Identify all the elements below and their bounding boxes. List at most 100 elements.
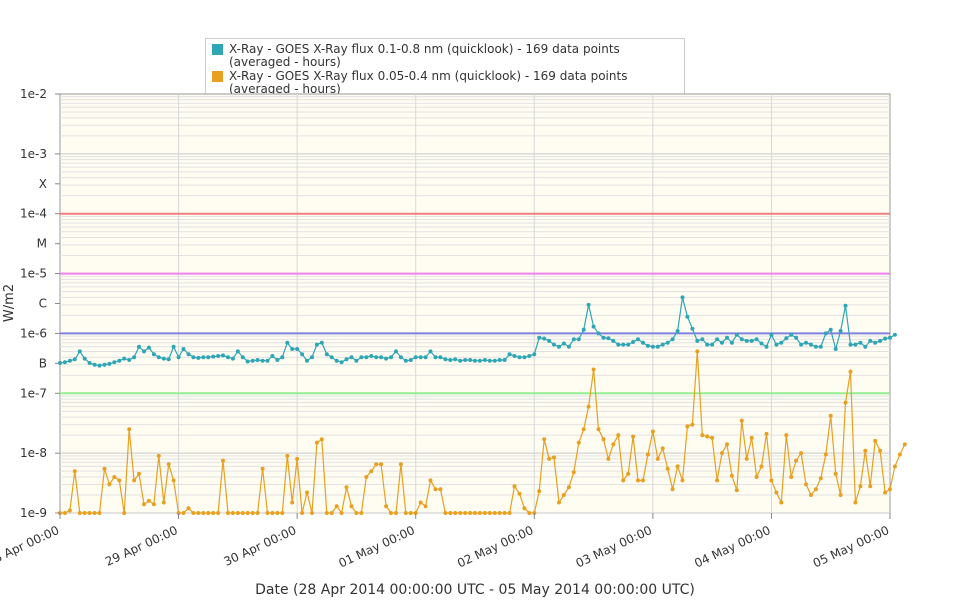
data-point[interactable] xyxy=(754,475,759,479)
data-point[interactable] xyxy=(211,354,216,359)
data-point[interactable] xyxy=(779,500,784,505)
data-point[interactable] xyxy=(853,342,858,347)
data-point[interactable] xyxy=(186,352,191,357)
data-point[interactable] xyxy=(359,355,364,360)
data-point[interactable] xyxy=(823,452,828,457)
data-point[interactable] xyxy=(809,342,813,347)
data-point[interactable] xyxy=(364,355,369,360)
data-point[interactable] xyxy=(705,342,710,347)
data-point[interactable] xyxy=(616,433,621,438)
data-point[interactable] xyxy=(804,482,808,487)
data-point[interactable] xyxy=(107,482,112,487)
data-point[interactable] xyxy=(828,327,833,332)
data-point[interactable] xyxy=(665,466,670,471)
data-point[interactable] xyxy=(305,358,309,363)
data-point[interactable] xyxy=(285,453,290,458)
data-point[interactable] xyxy=(127,427,132,432)
data-point[interactable] xyxy=(586,404,591,409)
data-point[interactable] xyxy=(62,511,67,515)
data-point[interactable] xyxy=(305,490,309,495)
data-point[interactable] xyxy=(151,352,156,357)
data-point[interactable] xyxy=(873,438,878,443)
data-point[interactable] xyxy=(863,448,868,453)
data-point[interactable] xyxy=(137,344,141,349)
data-point[interactable] xyxy=(680,295,685,300)
data-point[interactable] xyxy=(522,506,527,511)
data-point[interactable] xyxy=(744,456,749,461)
data-point[interactable] xyxy=(334,504,339,509)
data-point[interactable] xyxy=(487,358,492,363)
data-point[interactable] xyxy=(413,355,418,360)
data-point[interactable] xyxy=(453,357,458,362)
data-point[interactable] xyxy=(695,349,700,354)
data-point[interactable] xyxy=(468,358,473,362)
data-point[interactable] xyxy=(492,511,497,515)
data-point[interactable] xyxy=(67,358,72,363)
data-point[interactable] xyxy=(384,356,389,361)
data-point[interactable] xyxy=(552,455,556,460)
data-point[interactable] xyxy=(77,349,82,354)
data-point[interactable] xyxy=(892,332,897,337)
data-point[interactable] xyxy=(734,332,739,337)
data-point[interactable] xyxy=(892,464,897,469)
data-point[interactable] xyxy=(799,451,804,456)
data-point[interactable] xyxy=(858,484,863,489)
data-point[interactable] xyxy=(92,511,97,515)
data-point[interactable] xyxy=(838,493,843,497)
data-point[interactable] xyxy=(374,355,379,360)
data-point[interactable] xyxy=(729,473,734,478)
data-point[interactable] xyxy=(542,437,547,442)
data-point[interactable] xyxy=(132,355,137,360)
data-point[interactable] xyxy=(631,340,636,344)
data-point[interactable] xyxy=(789,475,794,479)
data-point[interactable] xyxy=(645,452,650,457)
data-point[interactable] xyxy=(715,337,720,342)
data-point[interactable] xyxy=(685,314,690,319)
data-point[interactable] xyxy=(581,427,586,432)
data-point[interactable] xyxy=(660,446,665,451)
data-point[interactable] xyxy=(230,511,235,515)
data-point[interactable] xyxy=(290,347,295,351)
data-point[interactable] xyxy=(477,358,482,363)
data-point[interactable] xyxy=(621,478,626,483)
data-point[interactable] xyxy=(146,498,151,503)
data-point[interactable] xyxy=(389,511,393,515)
data-point[interactable] xyxy=(547,338,552,343)
data-point[interactable] xyxy=(151,502,156,507)
data-point[interactable] xyxy=(883,336,888,341)
data-point[interactable] xyxy=(443,357,448,362)
data-point[interactable] xyxy=(319,340,324,345)
data-point[interactable] xyxy=(468,511,473,515)
data-point[interactable] xyxy=(463,511,468,515)
data-point[interactable] xyxy=(631,434,636,439)
data-point[interactable] xyxy=(779,340,784,345)
data-point[interactable] xyxy=(349,504,354,509)
data-point[interactable] xyxy=(566,344,571,349)
data-point[interactable] xyxy=(428,478,433,483)
data-point[interactable] xyxy=(384,504,389,509)
data-point[interactable] xyxy=(482,511,487,515)
data-point[interactable] xyxy=(403,358,408,363)
data-point[interactable] xyxy=(423,504,428,509)
data-point[interactable] xyxy=(117,358,122,363)
data-point[interactable] xyxy=(122,511,127,515)
data-point[interactable] xyxy=(72,357,77,362)
data-point[interactable] xyxy=(685,424,690,429)
data-point[interactable] xyxy=(191,511,196,515)
data-point[interactable] xyxy=(502,511,507,515)
data-point[interactable] xyxy=(349,355,354,360)
data-point[interactable] xyxy=(848,342,853,347)
data-point[interactable] xyxy=(226,355,230,360)
data-point[interactable] xyxy=(655,344,660,349)
data-point[interactable] xyxy=(670,487,675,492)
data-point[interactable] xyxy=(300,511,305,515)
data-point[interactable] xyxy=(221,458,225,463)
data-point[interactable] xyxy=(705,434,710,439)
data-point[interactable] xyxy=(710,342,715,347)
data-point[interactable] xyxy=(458,358,463,363)
data-point[interactable] xyxy=(769,478,774,483)
data-point[interactable] xyxy=(156,453,161,458)
data-point[interactable] xyxy=(626,471,631,476)
data-point[interactable] xyxy=(601,335,606,340)
data-point[interactable] xyxy=(868,338,873,343)
